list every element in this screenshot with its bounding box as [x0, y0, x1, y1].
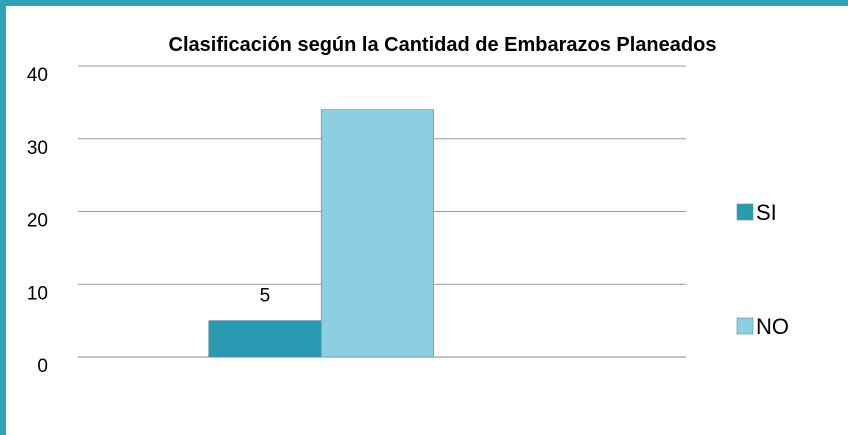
- bar: [208, 320, 322, 358]
- frame-border: [0, 0, 6, 435]
- data-label: 5: [260, 286, 271, 307]
- chart-title: Clasificación según la Cantidad de Embar…: [140, 30, 745, 64]
- legend-label: SI: [756, 200, 777, 225]
- y-tick-label: 40: [27, 65, 48, 86]
- y-tick-label: 30: [27, 138, 48, 159]
- legend-swatch: [736, 317, 754, 335]
- y-tick-label: 20: [27, 211, 48, 232]
- y-tick-label: 10: [27, 283, 48, 304]
- legend-label: NO: [756, 314, 789, 339]
- bar: [320, 109, 434, 358]
- y-tick-label: 0: [37, 356, 48, 377]
- frame-border: [0, 0, 848, 6]
- legend-swatch: [736, 203, 754, 221]
